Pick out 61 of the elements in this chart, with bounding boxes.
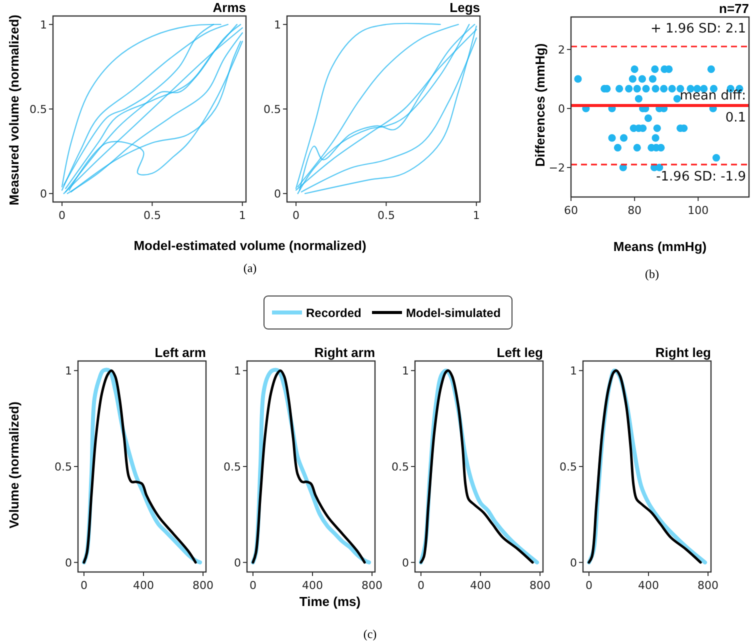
x-tick-label: 60 xyxy=(564,204,578,217)
chart-title: Left leg xyxy=(496,345,544,360)
chart-title: Arms xyxy=(212,0,246,15)
x-tick-label: 800 xyxy=(698,579,719,592)
x-tick-label: 400 xyxy=(638,579,659,592)
y-tick-label: 0 xyxy=(402,556,409,570)
text: (a) xyxy=(243,261,257,275)
y-tick-label: 0 xyxy=(65,556,72,570)
x-tick-label: 0 xyxy=(80,579,88,592)
y-tick-label: 2 xyxy=(558,43,565,56)
y-tick-label: 1 xyxy=(234,364,241,378)
x-tick-label: 0 xyxy=(249,579,256,592)
ref-line-label: + 1.96 SD: 2.1 xyxy=(650,22,746,37)
y-tick-label: 0.5 xyxy=(560,460,577,474)
y-tick-label: 1 xyxy=(65,364,72,378)
chart-title: Right arm xyxy=(314,345,375,360)
chart-title: Right leg xyxy=(655,345,712,360)
x-tick-label: 80 xyxy=(628,204,642,217)
text: (c) xyxy=(363,627,377,641)
y-tick-label: 0 xyxy=(40,188,47,201)
x-axis-title: Time (ms) xyxy=(299,594,361,609)
y-tick-label: 0.5 xyxy=(224,460,241,474)
x-tick-label: 800 xyxy=(530,579,551,592)
x-tick-label: 0 xyxy=(292,209,300,222)
x-tick-label: 0 xyxy=(417,579,424,592)
y-tick-label: 0 xyxy=(274,188,281,201)
y-axis-title: Measured volume (normalized) xyxy=(6,14,22,206)
x-tick-label: 0.5 xyxy=(377,209,395,222)
x-tick-label: 400 xyxy=(302,579,323,592)
y-tick-label: 1 xyxy=(570,364,577,378)
y-tick-label: 1 xyxy=(274,18,281,32)
ref-line-label: mean diff: 0.1 xyxy=(680,88,746,126)
y-tick-label: 0.5 xyxy=(392,460,409,474)
x-tick-label: 1 xyxy=(472,209,480,222)
y-tick-label: 0 xyxy=(558,102,565,116)
x-tick-label: 100 xyxy=(688,204,709,217)
legend-label: Model-simulated xyxy=(406,306,501,320)
y-tick-label: 1 xyxy=(402,364,409,378)
y-tick-label: 0.5 xyxy=(30,103,47,116)
y-axis-title: Differences (mmHg) xyxy=(532,43,548,167)
y-tick-label: 0 xyxy=(234,556,241,570)
y-tick-label: 0 xyxy=(570,556,577,570)
ref-line-label: -1.96 SD: -1.9 xyxy=(656,170,746,185)
y-tick-label: 0.5 xyxy=(264,103,281,116)
x-axis-title: Means (mmHg) xyxy=(613,239,707,254)
x-tick-label: 800 xyxy=(362,579,383,592)
x-tick-label: 800 xyxy=(192,579,214,592)
x-tick-label: 400 xyxy=(132,579,154,592)
chart-title: Legs xyxy=(450,0,480,15)
x-axis-title: Model-estimated volume (normalized) xyxy=(134,238,366,253)
x-tick-label: 400 xyxy=(470,579,491,592)
y-axis-title: Volume (normalized) xyxy=(6,402,22,528)
text: (b) xyxy=(645,267,659,281)
x-tick-label: 0 xyxy=(585,579,592,592)
legend-label: Recorded xyxy=(306,306,362,320)
y-tick-label: 1 xyxy=(40,18,47,32)
y-tick-label: −2 xyxy=(548,161,565,174)
x-tick-label: 0.5 xyxy=(143,209,161,222)
y-tick-label: 0.5 xyxy=(54,460,72,474)
chart-title: Left arm xyxy=(154,345,206,360)
chart-title: n=77 xyxy=(719,1,749,16)
